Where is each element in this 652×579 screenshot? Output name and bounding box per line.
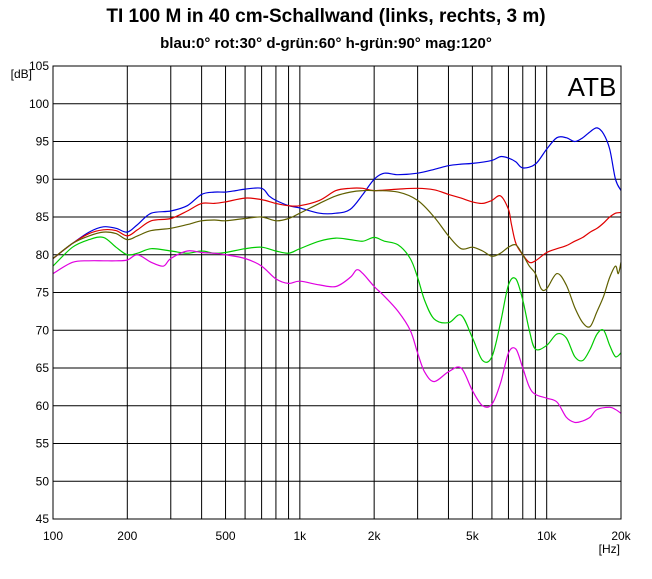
chart-title: TI 100 M in 40 cm-Schallwand (links, rec… (106, 6, 546, 27)
plot-frame (52, 65, 622, 520)
y-tick-label: 55 (36, 437, 50, 451)
y-tick-label: 70 (36, 323, 50, 337)
x-tick-label: 1k (294, 529, 308, 543)
grid-lines (52, 65, 622, 520)
y-tick-label: 100 (29, 97, 49, 111)
y-axis-label: [dB] (11, 67, 32, 81)
watermark-logo: ATB (568, 72, 617, 102)
y-tick-label: 80 (36, 248, 50, 262)
x-tick-label: 20k (611, 529, 631, 543)
y-tick-label: 45 (36, 512, 50, 526)
y-tick-label: 95 (36, 135, 50, 149)
chart-subtitle: blau:0° rot:30° d-grün:60° h-grün:90° ma… (160, 35, 492, 52)
x-tick-label: 5k (466, 529, 480, 543)
y-tick-label: 90 (36, 172, 50, 186)
x-axis-label: [Hz] (599, 542, 620, 556)
x-tick-label: 2k (368, 529, 382, 543)
series-line-5 (52, 250, 622, 424)
y-tick-label: 105 (29, 59, 49, 73)
series-line-3 (52, 189, 622, 328)
series-line-1 (52, 127, 622, 259)
series-line-2 (52, 187, 622, 264)
x-tick-label: 500 (216, 529, 236, 543)
series-line-4 (52, 236, 622, 363)
y-tick-label: 65 (36, 361, 50, 375)
y-tick-label: 75 (36, 286, 50, 300)
x-tick-label: 100 (43, 529, 63, 543)
x-tick-label: 200 (117, 529, 137, 543)
y-tick-label: 85 (36, 210, 50, 224)
series-layer (52, 127, 622, 424)
x-tick-label: 10k (537, 529, 557, 543)
axes: 45 50 55 60 65 70 75 80 85 90 95 100 105 100 200 500 1k 2… (29, 59, 632, 543)
y-tick-label: 50 (36, 474, 50, 488)
y-tick-label: 60 (36, 399, 50, 413)
